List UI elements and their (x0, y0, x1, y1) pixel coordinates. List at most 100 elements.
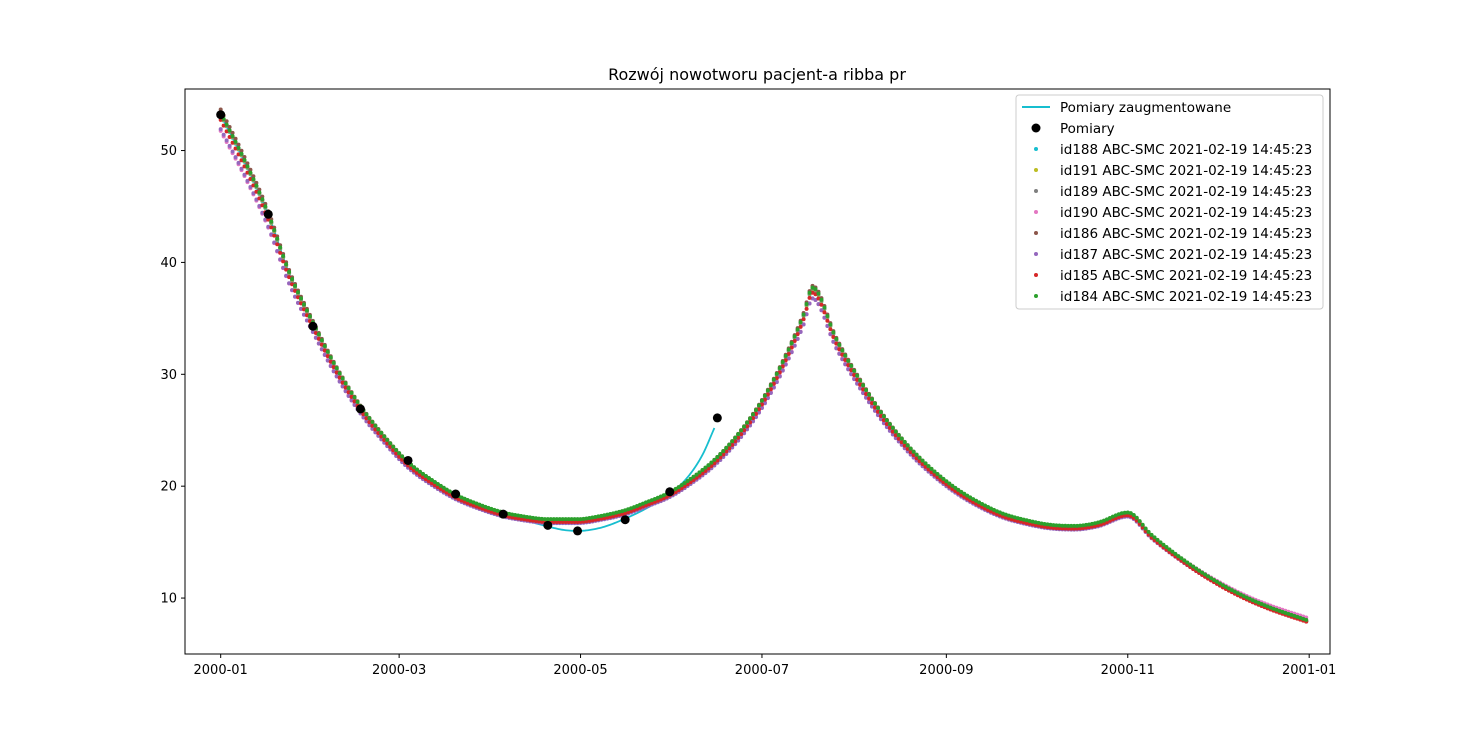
sim-point (807, 301, 812, 306)
sim-point (575, 517, 580, 522)
sim-point (661, 493, 666, 498)
sim-point (278, 257, 283, 262)
sim-point (1030, 522, 1035, 527)
sim-point (1039, 524, 1044, 529)
legend-marker-swatch (1034, 252, 1038, 256)
sim-point (412, 465, 416, 470)
sim-point (965, 493, 970, 498)
sim-point (581, 519, 586, 524)
y-tick-label: 40 (160, 256, 177, 271)
sim-point (516, 516, 521, 521)
sim-point (804, 312, 809, 317)
sim-point (242, 155, 247, 160)
sim-point (364, 416, 369, 421)
sim-point (837, 342, 842, 347)
sim-point (397, 451, 402, 456)
sim-point (263, 204, 268, 209)
sim-point (307, 314, 312, 319)
sim-point (605, 515, 610, 520)
sim-point (245, 178, 250, 183)
legend-item: Pomiary zaugmentowane (1022, 100, 1231, 116)
sim-point (661, 496, 666, 501)
sim-point (316, 332, 321, 337)
x-tick-label: 2001-01 (1282, 663, 1336, 678)
sim-point (1128, 511, 1133, 516)
sim-point (382, 438, 387, 442)
sim-point (539, 516, 544, 521)
sim-point (519, 516, 524, 521)
sim-point (795, 332, 800, 337)
sim-point (248, 184, 253, 189)
sim-point (1229, 588, 1234, 593)
sim-point (715, 458, 720, 463)
sim-point (516, 513, 521, 518)
sim-point (349, 394, 354, 399)
legend-item: id191 ABC-SMC 2021-02-19 14:45:23 (1034, 163, 1312, 179)
sim-point (245, 161, 250, 166)
sim-point (762, 393, 767, 398)
sim-point (248, 170, 253, 175)
legend-label: Pomiary (1060, 121, 1115, 137)
sim-point (346, 390, 351, 395)
y-axis: 10 20 30 40 50 (160, 144, 185, 607)
sim-point (1048, 522, 1053, 527)
sim-point (1093, 521, 1098, 526)
sim-point (1131, 515, 1136, 520)
sim-point (712, 461, 717, 466)
sim-point (343, 381, 348, 386)
sim-point (426, 476, 431, 480)
sim-point (739, 428, 744, 433)
sim-point (673, 486, 678, 491)
sim-point (1176, 554, 1181, 559)
sim-point (819, 302, 824, 307)
sim-point (263, 217, 268, 222)
sim-point (893, 433, 898, 438)
sim-point (706, 463, 711, 468)
sim-point (536, 516, 541, 521)
sim-point (730, 439, 735, 444)
sim-point (730, 442, 735, 447)
sim-point (896, 436, 901, 441)
sim-point (281, 254, 286, 259)
sim-point (242, 158, 247, 163)
sim-point (718, 452, 723, 457)
legend-label: id188 ABC-SMC 2021-02-19 14:45:23 (1060, 142, 1312, 158)
sim-point (855, 373, 860, 378)
sim-point (953, 485, 958, 490)
sim-point (376, 431, 381, 436)
sim-point (361, 415, 366, 420)
sim-point (664, 494, 669, 499)
sim-point (846, 358, 851, 363)
sim-point (361, 412, 366, 417)
sim-point (1093, 523, 1098, 528)
sim-point (355, 399, 360, 404)
sim-point (932, 469, 937, 474)
sim-point (1042, 524, 1047, 529)
legend-item: Pomiary (1031, 121, 1115, 137)
sim-point (525, 514, 530, 519)
sim-point (533, 516, 538, 521)
y-tick-label: 10 (160, 592, 177, 607)
sim-point (507, 511, 512, 516)
sim-point (536, 519, 541, 524)
sim-point (233, 136, 238, 141)
sim-point (417, 469, 422, 474)
sim-point (1033, 523, 1038, 528)
sim-point (1203, 572, 1208, 577)
sim-point (245, 164, 250, 169)
sim-point (1155, 537, 1160, 542)
sim-point (394, 451, 399, 456)
sim-point (269, 225, 274, 230)
sim-point (519, 514, 524, 519)
sim-point (893, 436, 898, 441)
sim-point (870, 397, 874, 402)
sim-point (1304, 617, 1309, 622)
sim-point (1045, 525, 1050, 530)
sim-point (260, 197, 265, 202)
legend-label: id185 ABC-SMC 2021-02-19 14:45:23 (1060, 268, 1312, 284)
sim-point (1119, 511, 1124, 516)
legend-marker-swatch (1034, 273, 1038, 277)
sim-point (304, 318, 309, 323)
sim-point (971, 497, 976, 502)
sim-point (236, 145, 241, 150)
